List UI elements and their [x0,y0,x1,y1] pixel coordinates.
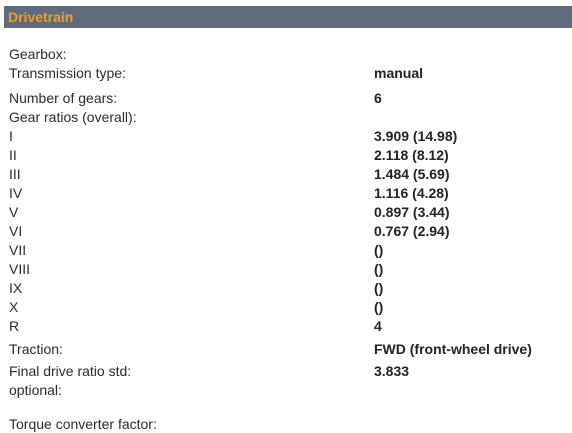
gearbox-label: Gearbox: [9,46,67,62]
number-of-gears-label: Number of gears: [9,90,118,106]
reverse-gear-value: 4 [374,318,382,334]
transmission-type-label: Transmission type: [9,65,126,81]
gear-ratios-label: Gear ratios (overall): [9,109,137,125]
gear-6-value: 0.767 (2.94) [374,223,450,239]
final-drive-ratio-value: 3.833 [374,363,410,379]
gear-8-value: () [374,261,384,277]
gear-3-label: III [9,166,21,182]
torque-converter-label: Torque converter factor: [9,416,157,432]
reverse-gear-label: R [9,318,20,334]
gear-9-value: () [374,280,384,296]
gear-2-value: 2.118 (8.12) [374,147,449,163]
section-title: Drivetrain [8,9,74,25]
gear-5-label: V [9,204,19,220]
gear-1-label: I [9,128,13,144]
gear-9-label: IX [9,280,23,296]
gear-3-value: 1.484 (5.69) [374,166,450,182]
section-header: Drivetrain [4,6,572,28]
gear-8-label: VIII [9,261,31,277]
gear-4-value: 1.116 (4.28) [374,185,449,201]
traction-value: FWD (front-wheel drive) [374,341,532,357]
optional-label: optional: [9,382,62,398]
gear-5-value: 0.897 (3.44) [374,204,450,220]
final-drive-ratio-label: Final drive ratio std: [9,363,132,379]
gear-7-label: VII [9,242,27,258]
gear-4-label: IV [9,185,23,201]
gear-7-value: () [374,242,384,258]
gear-10-label: X [9,299,19,315]
gear-2-label: II [9,147,17,163]
transmission-type-value: manual [374,65,424,81]
traction-label: Traction: [9,341,63,357]
gear-10-value: () [374,299,384,315]
gear-1-value: 3.909 (14.98) [374,128,458,144]
number-of-gears-value: 6 [374,90,382,106]
gear-6-label: VI [9,223,23,239]
